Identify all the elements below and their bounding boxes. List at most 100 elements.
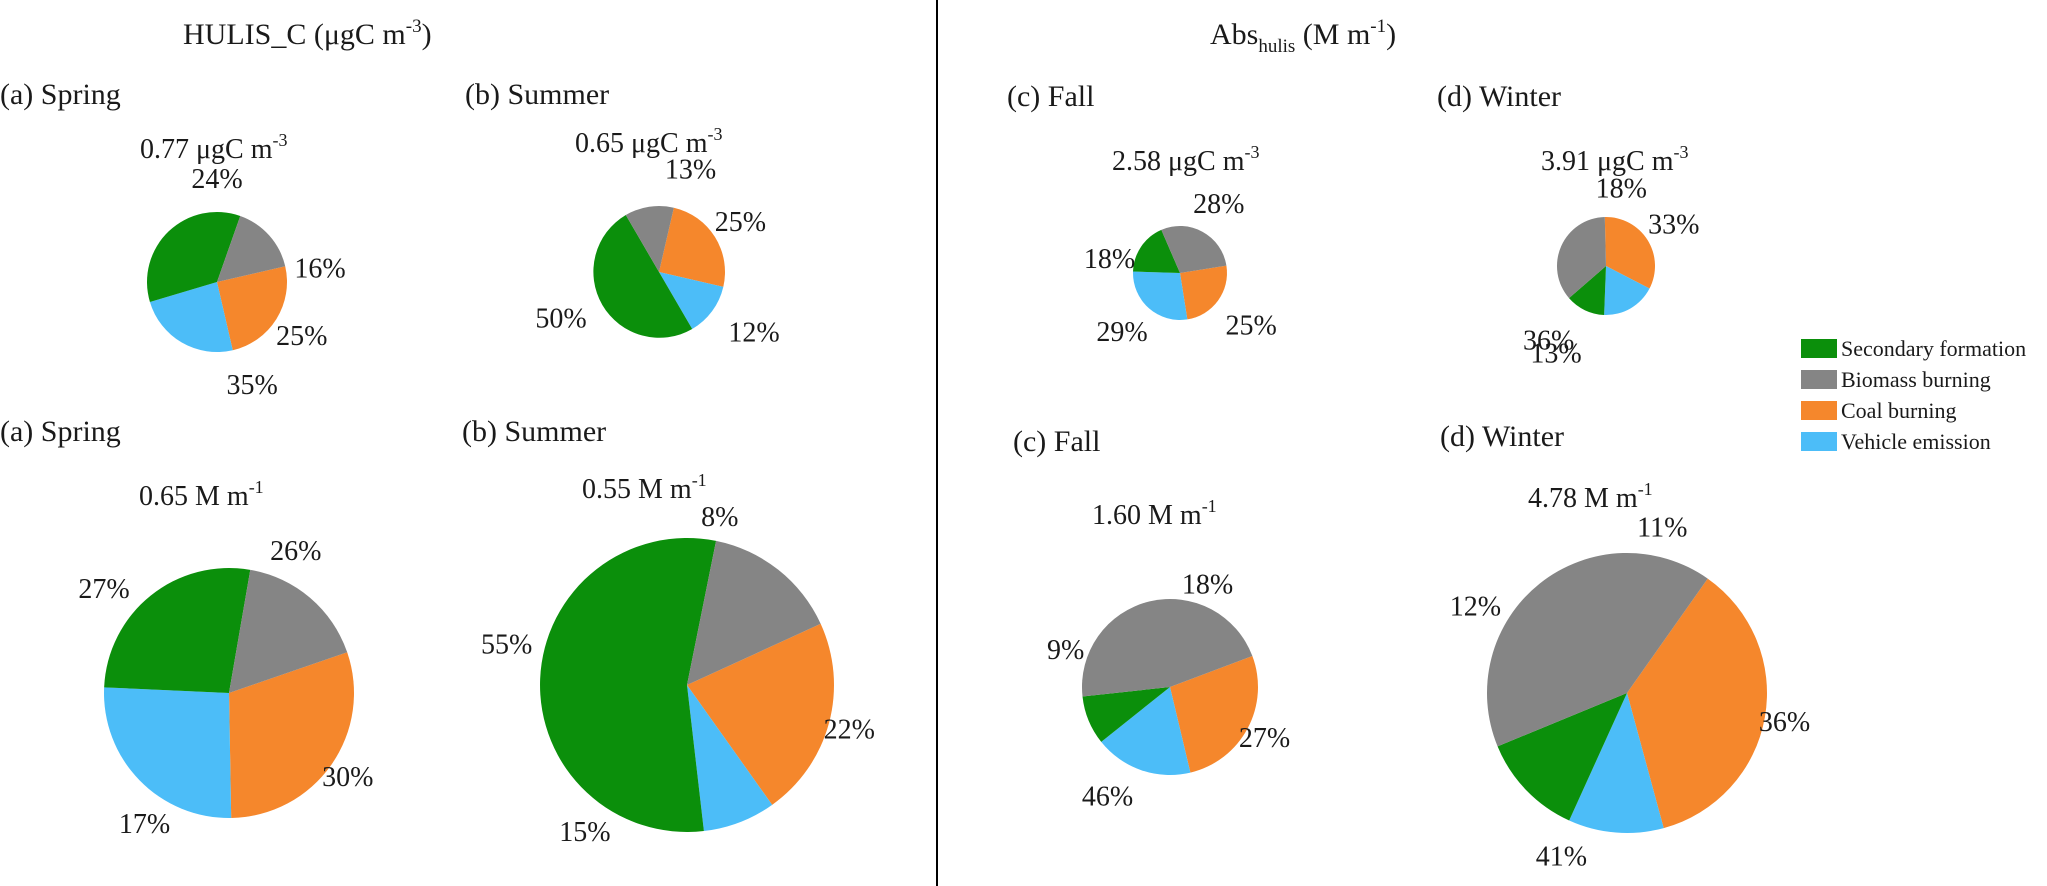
legend: Secondary formation Biomass burning Coal b…	[1801, 336, 2026, 454]
pie-slice	[540, 538, 717, 833]
slice-percent-label: 28%	[1193, 189, 1244, 220]
pie-chart: (b) Summer 0.55 M m-1 55% 15% 22% 8%	[462, 415, 875, 848]
pie-slice	[1081, 598, 1253, 697]
pie-slice	[687, 685, 773, 832]
pie-chart: (a) Spring 0.65 M m-1 27% 17% 30% 26%	[0, 415, 373, 840]
slice-percent-label: 22%	[824, 715, 875, 746]
legend-swatch	[1801, 401, 1837, 420]
pie-title: (c) Fall	[1007, 80, 1094, 113]
slice-percent-label: 55%	[481, 629, 532, 660]
pie-title: (d) Winter	[1437, 80, 1561, 113]
pie-title: (b) Summer	[465, 78, 609, 111]
pie-slice	[1569, 266, 1606, 315]
pie-slice	[1604, 266, 1650, 315]
slice-percent-label: 11%	[1637, 513, 1687, 544]
slice-percent-label: 18%	[1182, 570, 1233, 601]
legend-label: Coal burning	[1841, 398, 1957, 423]
legend-label: Secondary formation	[1841, 336, 2026, 361]
pie-slice	[1082, 687, 1170, 742]
slice-percent-label: 30%	[322, 762, 373, 793]
pie-slice	[217, 266, 288, 351]
slice-percent-label: 29%	[1096, 317, 1147, 348]
pie-slice	[1569, 693, 1664, 833]
pie-slice	[149, 282, 233, 353]
slice-percent-label: 25%	[276, 321, 327, 352]
slice-percent-label: 50%	[535, 304, 586, 335]
pie-slice	[593, 214, 693, 338]
slice-percent-label: 25%	[715, 207, 766, 238]
panel-heading-left: HULIS_C (μgC m-3)	[183, 16, 432, 51]
slice-percent-label: 25%	[1226, 311, 1277, 342]
slice-percent-label: 26%	[270, 536, 321, 567]
pie-slice	[1627, 578, 1767, 829]
pie-chart: (d) Winter 4.78 M m-1 12% 41% 36% 11%	[1440, 420, 1810, 872]
slice-percent-label: 15%	[559, 817, 610, 848]
pie-slice	[229, 652, 355, 818]
panel-heading-right: Abshulis (M m-1)	[1210, 16, 1396, 57]
slice-percent-label: 12%	[728, 317, 779, 348]
pie-total: 0.77 μgC m-3	[140, 130, 287, 165]
pie-slice	[229, 569, 348, 693]
slice-percent-label: 17%	[119, 809, 170, 840]
legend-label: Biomass burning	[1841, 367, 1991, 392]
pie-slice	[104, 567, 251, 693]
slice-percent-label: 13%	[1530, 339, 1581, 370]
pie-slice	[217, 215, 286, 282]
pie-slice	[1170, 656, 1258, 773]
pie-chart: (a) Spring 0.77 μgC m-3 35% 16% 25% 24%	[0, 78, 346, 401]
pie-slice	[1180, 265, 1227, 320]
pie-slice	[1486, 552, 1708, 747]
slice-percent-label: 27%	[1239, 723, 1290, 754]
slice-percent-label: 9%	[1047, 635, 1084, 666]
slice-percent-label: 18%	[1596, 174, 1647, 205]
slice-percent-label: 27%	[78, 574, 129, 605]
pie-total: 3.91 μgC m-3	[1541, 142, 1688, 177]
pie-total: 0.55 M m-1	[582, 470, 707, 505]
pie-slice	[659, 272, 724, 330]
pie-slice	[1101, 687, 1191, 775]
slice-percent-label: 36%	[1523, 325, 1574, 356]
legend-swatch	[1801, 432, 1837, 451]
pie-slice	[659, 207, 726, 287]
pie-slice	[1556, 217, 1606, 299]
pie-chart: (c) Fall 1.60 M m-1 9% 46% 27% 18%	[1013, 425, 1290, 812]
pie-slice	[1132, 271, 1188, 320]
pie-total: 0.65 μgC m-3	[575, 124, 722, 159]
pie-slice	[687, 540, 821, 685]
slice-percent-label: 36%	[1759, 707, 1810, 738]
slice-percent-label: 13%	[665, 155, 716, 186]
slice-percent-label: 35%	[227, 370, 278, 401]
pie-slice	[104, 687, 232, 818]
pie-total: 4.78 M m-1	[1528, 479, 1653, 514]
slice-percent-label: 24%	[191, 164, 242, 195]
pie-title: (d) Winter	[1440, 420, 1564, 453]
pie-chart: (b) Summer 0.65 μgC m-3 50% 12% 25% 13%	[465, 78, 780, 348]
slice-percent-label: 8%	[701, 502, 738, 533]
slice-percent-label: 33%	[1648, 210, 1699, 241]
pie-slice	[625, 205, 674, 272]
slice-percent-label: 41%	[1536, 841, 1587, 872]
pie-chart: (d) Winter 3.91 μgC m-3 13%36% 33%18%	[1437, 80, 1699, 370]
slice-percent-label: 16%	[294, 254, 345, 285]
pie-charts: (a) Spring 0.77 μgC m-3 35% 16% 25% 24% (b) Su…	[0, 78, 1810, 872]
pie-slice	[1161, 226, 1227, 273]
slice-percent-label: 46%	[1082, 781, 1133, 812]
legend-swatch	[1801, 370, 1837, 389]
pie-chart: (c) Fall 2.58 μgC m-3 18% 29% 25% 28%	[1007, 80, 1277, 348]
pie-total: 1.60 M m-1	[1092, 496, 1217, 531]
slice-percent-label: 18%	[1084, 244, 1135, 275]
pie-title: (a) Spring	[0, 78, 121, 111]
pie-slice	[147, 211, 241, 302]
legend-swatch	[1801, 339, 1837, 358]
pie-total: 2.58 μgC m-3	[1112, 142, 1259, 177]
pie-slice	[687, 623, 834, 805]
slice-percent-label: 12%	[1450, 592, 1501, 623]
pie-slice	[1604, 216, 1655, 289]
pie-title: (c) Fall	[1013, 425, 1100, 458]
pie-title: (b) Summer	[462, 415, 606, 448]
pie-slice	[1497, 693, 1627, 821]
pie-slice	[1133, 229, 1180, 273]
pie-title: (a) Spring	[0, 415, 121, 448]
legend-label: Vehicle emission	[1841, 429, 1991, 454]
